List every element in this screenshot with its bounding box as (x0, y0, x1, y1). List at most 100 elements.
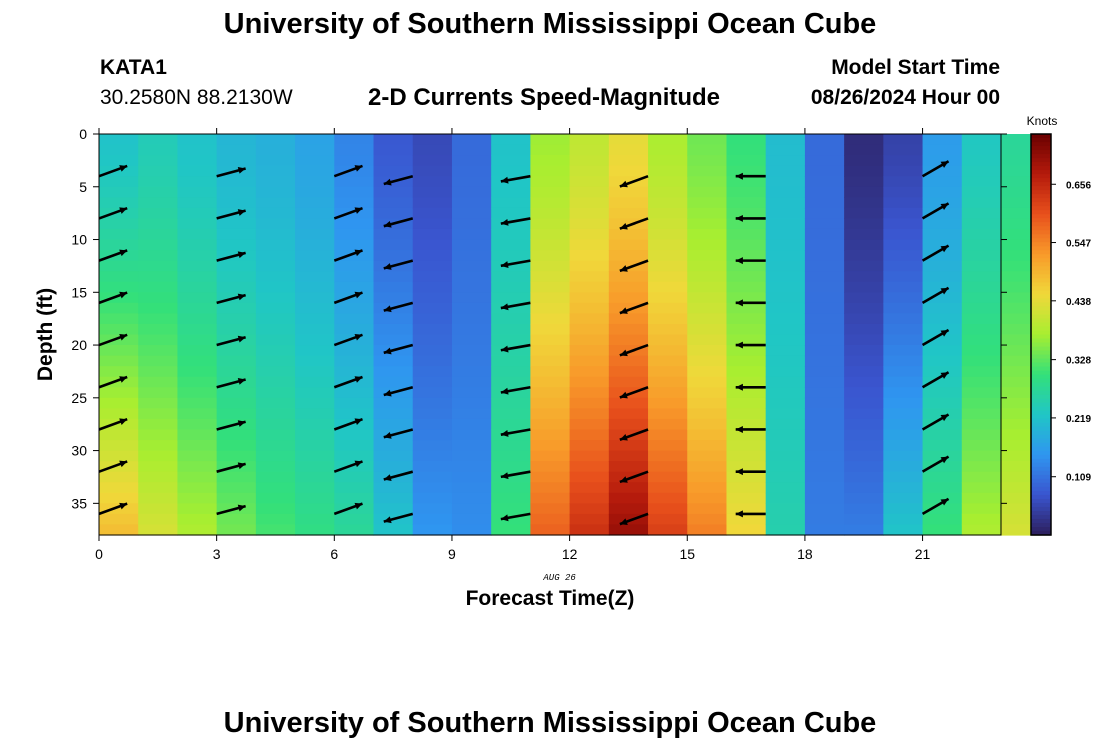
x-tick-label: 12 (562, 546, 578, 562)
heatmap-cell (961, 513, 1002, 526)
heatmap-cell (804, 144, 845, 156)
heatmap-cell (608, 397, 649, 409)
heatmap-cell (961, 387, 1002, 399)
colorbar-segment (1031, 274, 1051, 279)
current-vector-head (383, 305, 392, 313)
heatmap-cell (687, 218, 728, 230)
heatmap-cell (295, 239, 335, 251)
station-id: KATA1 (100, 56, 167, 79)
heatmap-cell (255, 250, 296, 262)
heatmap-cell (648, 334, 688, 346)
heatmap-cell (177, 165, 218, 177)
heatmap-cell (765, 260, 806, 272)
heatmap-cell (412, 281, 453, 293)
heatmap-cell (334, 461, 375, 473)
heatmap-cell (726, 292, 767, 304)
heatmap-cell (569, 440, 610, 452)
page-title: University of Southern Mississippi Ocean… (223, 8, 877, 40)
product-title: 2-D Currents Speed-Magnitude (368, 84, 721, 111)
heatmap-cell (961, 334, 1002, 346)
heatmap-cell (804, 176, 845, 188)
heatmap-cell (726, 302, 767, 314)
colorbar-tick-label: 0.656 (1066, 180, 1091, 191)
heatmap-cell (765, 134, 806, 146)
current-vector-head (354, 418, 363, 425)
heatmap-cell (804, 345, 845, 357)
colorbar-segment (1031, 450, 1051, 456)
heatmap-cell (491, 503, 531, 515)
heatmap-cell (1001, 260, 1041, 272)
heatmap-cell (491, 355, 531, 367)
heatmap-cell (491, 176, 531, 188)
heatmap-cell (491, 429, 531, 441)
heatmap-cell (648, 471, 688, 483)
heatmap-cell (530, 503, 571, 515)
heatmap-cell (530, 176, 571, 188)
heatmap-cell (491, 366, 531, 378)
heatmap-cell (177, 334, 218, 346)
y-tick-label: 5 (79, 179, 87, 195)
heatmap-cell (687, 334, 728, 346)
heatmap-cell (334, 503, 375, 515)
heatmap-cell (334, 387, 375, 399)
current-vector-head (119, 418, 128, 425)
heatmap-cell (1001, 134, 1041, 146)
heatmap-cell (804, 260, 845, 272)
colorbar-segment (1031, 430, 1051, 436)
heatmap-cell (451, 461, 492, 473)
heatmap-cell (177, 323, 218, 336)
current-vector-head (119, 165, 128, 172)
heatmap-cell (687, 134, 728, 146)
colorbar-segment (1031, 398, 1051, 404)
heatmap-cell (177, 397, 218, 409)
heatmap-cell (1001, 239, 1041, 251)
heatmap-cell (451, 250, 492, 262)
heatmap-cell (177, 281, 218, 293)
heatmap-cell (491, 197, 531, 209)
heatmap-cell (216, 450, 257, 462)
heatmap-cell (412, 440, 453, 452)
heatmap-cell (961, 471, 1002, 483)
heatmap-cell (844, 482, 884, 494)
heatmap-cell (412, 292, 453, 304)
heatmap-cell (726, 492, 767, 504)
heatmap-cell (412, 313, 453, 325)
heatmap-cell (216, 260, 257, 272)
heatmap-cell (295, 323, 335, 336)
heatmap-cell (451, 323, 492, 336)
heatmap-cell (726, 228, 767, 241)
heatmap-cell (961, 134, 1002, 146)
colorbar-segment (1031, 154, 1051, 159)
heatmap-cell (373, 313, 414, 325)
heatmap-cell (922, 260, 963, 272)
heatmap-cell (569, 513, 610, 526)
current-vector-head (940, 372, 949, 379)
heatmap-cell (765, 376, 806, 388)
heatmap-cell (295, 461, 335, 473)
heatmap-cell (373, 408, 414, 420)
heatmap-cell (177, 524, 218, 536)
heatmap-cell (961, 292, 1002, 304)
colorbar-segment (1031, 482, 1051, 488)
heatmap-cell (922, 408, 963, 420)
heatmap-cell (569, 155, 610, 167)
heatmap-cell (1001, 271, 1041, 283)
heatmap-cell (177, 186, 218, 198)
colorbar-segment (1031, 394, 1051, 400)
heatmap-cell (687, 323, 728, 336)
heatmap-cell (765, 218, 806, 230)
heatmap-cell (177, 418, 218, 431)
heatmap-cell (451, 418, 492, 431)
heatmap-cell (334, 355, 375, 367)
heatmap-cell (295, 387, 335, 399)
heatmap-cell (648, 429, 688, 441)
heatmap-cell (216, 155, 257, 167)
heatmap-cell (255, 186, 296, 198)
heatmap-cell (804, 440, 845, 452)
colorbar-segment (1031, 298, 1051, 304)
heatmap-cell (1001, 429, 1041, 441)
heatmap-cell (177, 408, 218, 420)
heatmap-cell (648, 323, 688, 336)
x-tick-label: 0 (95, 546, 103, 562)
heatmap-cell (491, 218, 531, 230)
